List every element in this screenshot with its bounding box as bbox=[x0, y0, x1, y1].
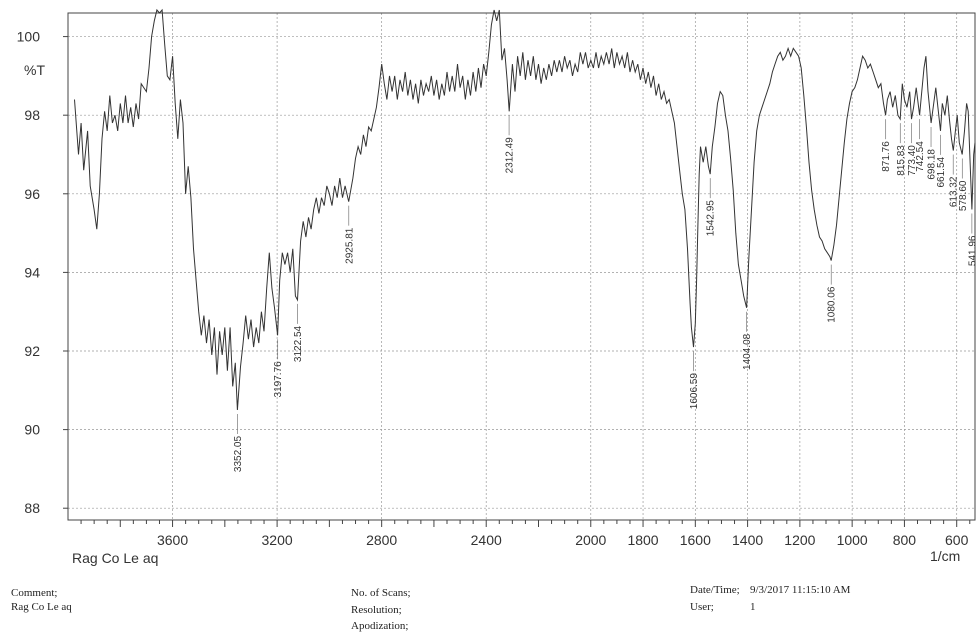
x-tick-label: 3600 bbox=[157, 532, 188, 548]
x-axis-unit-label: 1/cm bbox=[930, 548, 960, 564]
comment-label: Comment; bbox=[11, 587, 58, 599]
sample-label: Rag Co Le aq bbox=[72, 550, 158, 566]
x-tick-label: 2000 bbox=[575, 532, 606, 548]
apodization-label: Apodization; bbox=[351, 620, 409, 632]
x-tick-label: 2400 bbox=[471, 532, 502, 548]
peak-label: 1080.06 bbox=[827, 286, 838, 323]
chart-grid bbox=[68, 13, 975, 520]
peak-label: 2925.81 bbox=[344, 227, 355, 264]
peak-label: 2312.49 bbox=[505, 137, 516, 174]
spectrum-line bbox=[74, 8, 976, 411]
peak-label: 742.54 bbox=[915, 141, 926, 172]
y-tick-label: 92 bbox=[24, 343, 40, 359]
peak-label: 3197.76 bbox=[273, 361, 284, 398]
x-tick-label: 2800 bbox=[366, 532, 397, 548]
comment-value: Rag Co Le aq bbox=[11, 601, 72, 613]
peak-label: 578.60 bbox=[958, 180, 969, 211]
x-tick-label: 1400 bbox=[732, 532, 763, 548]
ir-spectrum-chart: 88 90 92 94 96 98 100 3600 3200 2800 2400 2000 1800… bbox=[17, 8, 978, 566]
peak-label: 773.40 bbox=[907, 145, 918, 176]
peak-label: 3122.54 bbox=[293, 325, 304, 362]
peak-label: 661.54 bbox=[936, 156, 947, 187]
x-tick-label: 800 bbox=[893, 532, 917, 548]
x-tick-label: 1800 bbox=[627, 532, 658, 548]
x-tick-label: 600 bbox=[945, 532, 969, 548]
peak-labels: 3352.05 3197.76 3122.54 2925.81 2312.49 1606.… bbox=[233, 115, 978, 473]
user-value: 1 bbox=[750, 601, 756, 613]
peak-label: 3352.05 bbox=[233, 436, 244, 473]
y-tick-label: 90 bbox=[24, 422, 40, 438]
scans-label: No. of Scans; bbox=[351, 587, 411, 599]
peak-label: 698.18 bbox=[927, 149, 938, 180]
x-tick-label: 1200 bbox=[784, 532, 815, 548]
datetime-label: Date/Time; bbox=[690, 584, 740, 596]
x-axis: 3600 3200 2800 2400 2000 1800 1600 1400 1200 1000… bbox=[80, 520, 971, 548]
peak-label: 815.83 bbox=[896, 145, 907, 176]
peak-label: 1606.59 bbox=[689, 373, 700, 410]
y-axis-label: %T bbox=[24, 62, 45, 78]
plot-frame bbox=[67, 12, 976, 521]
resolution-label: Resolution; bbox=[351, 604, 402, 616]
x-tick-label: 3200 bbox=[262, 532, 293, 548]
y-tick-label: 100 bbox=[17, 29, 41, 45]
user-label: User; bbox=[690, 601, 714, 613]
x-tick-label: 1600 bbox=[680, 532, 711, 548]
peak-label: 1542.95 bbox=[706, 200, 717, 237]
x-tick-label: 1000 bbox=[837, 532, 868, 548]
peak-label: 541.96 bbox=[967, 235, 978, 266]
datetime-value: 9/3/2017 11:15:10 AM bbox=[750, 584, 851, 596]
peak-label: 613.32 bbox=[949, 176, 960, 207]
y-axis: 88 90 92 94 96 98 100 bbox=[17, 29, 68, 516]
peak-label: 1404.08 bbox=[742, 333, 753, 370]
y-tick-label: 96 bbox=[24, 186, 40, 202]
peak-label: 871.76 bbox=[881, 141, 892, 172]
y-tick-label: 88 bbox=[24, 500, 40, 516]
y-tick-label: 98 bbox=[24, 107, 40, 123]
y-tick-label: 94 bbox=[24, 264, 40, 280]
